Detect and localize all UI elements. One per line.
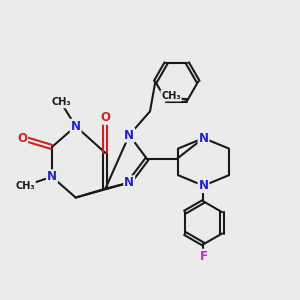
Text: N: N (199, 179, 208, 192)
Text: F: F (200, 250, 208, 262)
Text: N: N (124, 176, 134, 189)
Text: O: O (100, 111, 110, 124)
Text: CH₃: CH₃ (161, 91, 181, 101)
Text: N: N (199, 132, 208, 145)
Text: CH₃: CH₃ (15, 181, 35, 191)
Text: O: O (17, 132, 27, 145)
Text: N: N (71, 120, 81, 133)
Text: N: N (47, 170, 57, 183)
Text: N: N (124, 129, 134, 142)
Text: CH₃: CH₃ (51, 98, 70, 107)
